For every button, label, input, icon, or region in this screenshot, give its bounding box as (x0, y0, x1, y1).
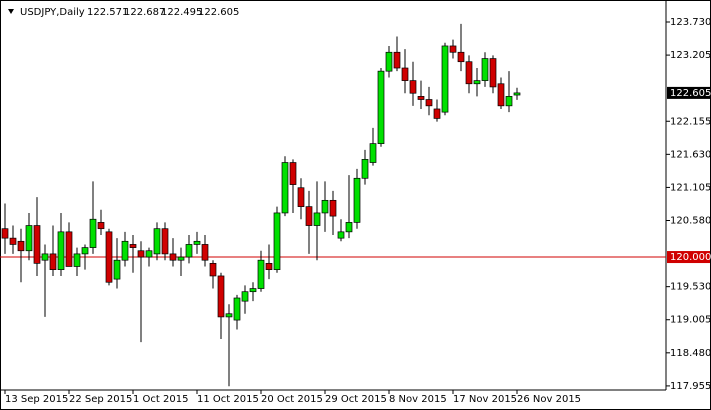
y-tick-label: 122.155 (670, 116, 711, 127)
candle-body (33, 225, 41, 264)
header: USDJPY,Daily 122.571 122.687 122.495 122… (20, 7, 239, 18)
candle-body (433, 108, 441, 119)
candle-body (137, 250, 145, 258)
candle-body (297, 187, 305, 207)
level-label: 120.000 (670, 252, 711, 263)
y-tick-label: 121.105 (670, 182, 711, 193)
candle-body (257, 259, 265, 289)
candle-body (329, 199, 337, 217)
y-tick-label: 119.005 (670, 315, 711, 326)
candle-body (121, 240, 129, 261)
candle-body (113, 259, 121, 280)
header-open: 122.571 (87, 7, 128, 18)
candle-body (345, 222, 353, 233)
candle-body (9, 237, 17, 245)
candle-body (385, 51, 393, 72)
candle-body (425, 99, 433, 107)
candle-body (505, 96, 513, 107)
candle-body (81, 247, 89, 255)
candle-body (353, 177, 361, 223)
candle-body (105, 231, 113, 283)
candle-body (401, 67, 409, 81)
candle-body (249, 288, 257, 293)
candle-body (145, 250, 153, 258)
price-label: 122.605 (670, 88, 711, 99)
candle-body (337, 231, 345, 239)
candle-body (377, 70, 385, 144)
candle-body (417, 96, 425, 100)
candle-body (409, 80, 417, 94)
y-tick-label: 121.630 (670, 149, 711, 160)
x-tick-label: 17 Nov 2015 (453, 394, 517, 405)
y-tick-label: 120.580 (670, 215, 711, 226)
candle-body (17, 240, 25, 252)
candle-body (25, 225, 33, 252)
x-tick-label: 20 Oct 2015 (261, 394, 323, 405)
price-label-bg (667, 86, 710, 99)
y-tick-label: 123.730 (670, 17, 711, 28)
x-tick-label: 8 Nov 2015 (389, 394, 447, 405)
candle-body (49, 253, 57, 270)
candle-body (449, 45, 457, 53)
level-label-bg (667, 251, 710, 264)
candle-body (225, 313, 233, 318)
y-tick-label: 118.480 (670, 348, 711, 359)
candle-body (89, 218, 97, 248)
x-tick-label: 22 Sep 2015 (69, 394, 132, 405)
candle-body (489, 58, 497, 88)
candle-body (201, 244, 209, 261)
candle-body (265, 262, 273, 270)
candle-body (473, 80, 481, 85)
x-tick-label: 1 Oct 2015 (133, 394, 188, 405)
candle-body (161, 228, 169, 255)
candle-body (65, 231, 73, 267)
candle-body (169, 253, 177, 261)
y-tick-label: 123.205 (670, 50, 711, 61)
x-tick-label: 26 Nov 2015 (517, 394, 581, 405)
candle-body (209, 262, 217, 277)
candle-body (273, 212, 281, 270)
chart-title: USDJPY,Daily (20, 7, 85, 18)
candle-body (313, 212, 321, 226)
candle-body (481, 58, 489, 81)
candle-body (305, 206, 313, 226)
candle-body (361, 159, 369, 179)
header-low: 122.495 (161, 7, 202, 18)
y-tick-label: 119.530 (670, 282, 711, 293)
candle-body (153, 228, 161, 255)
candle-body (321, 199, 329, 214)
x-tick-label: 29 Oct 2015 (325, 394, 387, 405)
candle-body (241, 291, 249, 302)
candle-body (369, 143, 377, 163)
candle-body (457, 51, 465, 63)
candle-body (217, 275, 225, 318)
header-high: 122.687 (124, 7, 165, 18)
candle-body (513, 92, 521, 96)
candle-body (73, 253, 81, 267)
candle-body (233, 297, 241, 321)
candle-body (129, 244, 137, 248)
candle-body (193, 240, 201, 245)
x-tick-label: 13 Sep 2015 (5, 394, 68, 405)
candle-body (281, 162, 289, 214)
candle-body (177, 256, 185, 261)
candle-body (1, 228, 9, 239)
menu-arrow[interactable] (8, 9, 14, 14)
candle-body (185, 244, 193, 258)
candle-body (57, 231, 65, 270)
candle-body (97, 222, 105, 230)
candle-body (41, 253, 49, 261)
candle-body (465, 61, 473, 85)
y-tick-label: 117.955 (670, 381, 711, 392)
candle-body (289, 162, 297, 185)
candle-body (393, 51, 401, 69)
candle-body (441, 45, 449, 113)
header-close: 122.605 (198, 7, 239, 18)
candle-body (497, 83, 505, 107)
x-tick-label: 11 Oct 2015 (197, 394, 259, 405)
